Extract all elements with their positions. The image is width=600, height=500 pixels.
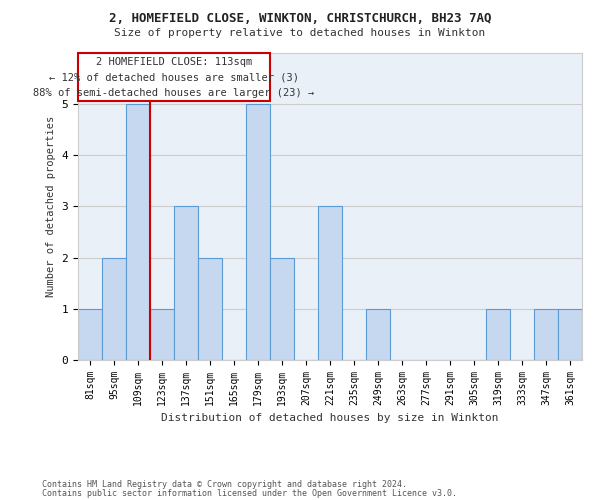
Bar [246,104,270,360]
Bar [366,308,390,360]
Text: Contains HM Land Registry data © Crown copyright and database right 2024.: Contains HM Land Registry data © Crown c… [42,480,407,489]
Bar [198,258,222,360]
Bar [126,104,150,360]
Bar [174,206,198,360]
Bar [78,308,102,360]
Text: 2 HOMEFIELD CLOSE: 113sqm: 2 HOMEFIELD CLOSE: 113sqm [96,56,252,66]
Y-axis label: Number of detached properties: Number of detached properties [46,116,56,297]
Text: 2, HOMEFIELD CLOSE, WINKTON, CHRISTCHURCH, BH23 7AQ: 2, HOMEFIELD CLOSE, WINKTON, CHRISTCHURC… [109,12,491,26]
Bar [558,308,582,360]
Bar [150,308,174,360]
Bar [318,206,342,360]
X-axis label: Distribution of detached houses by size in Winkton: Distribution of detached houses by size … [161,414,499,424]
Text: ← 12% of detached houses are smaller (3): ← 12% of detached houses are smaller (3) [49,72,299,82]
Text: 88% of semi-detached houses are larger (23) →: 88% of semi-detached houses are larger (… [34,88,314,99]
FancyBboxPatch shape [78,52,270,101]
Bar [270,258,294,360]
Bar [486,308,510,360]
Bar [534,308,558,360]
Text: Size of property relative to detached houses in Winkton: Size of property relative to detached ho… [115,28,485,38]
Bar [102,258,126,360]
Text: Contains public sector information licensed under the Open Government Licence v3: Contains public sector information licen… [42,488,457,498]
